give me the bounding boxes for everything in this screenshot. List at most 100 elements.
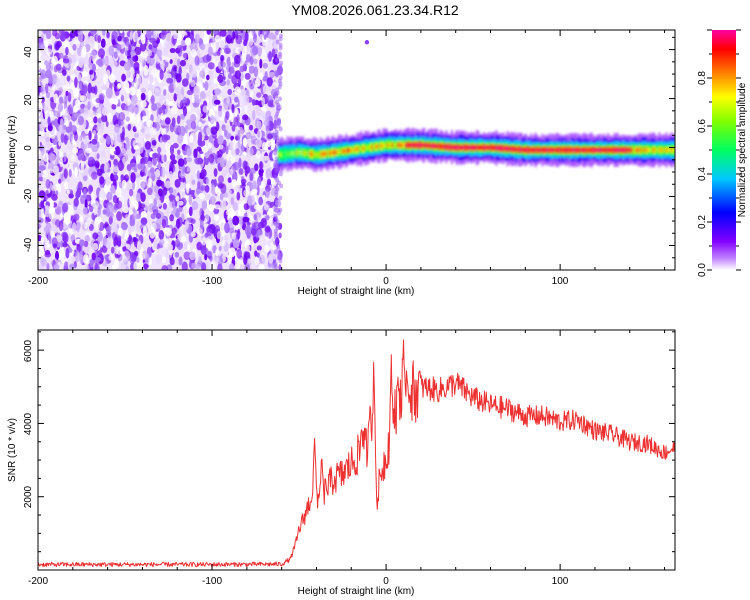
noise-speckle bbox=[270, 140, 276, 151]
spectrogram-panel: -200 -100 0 100 Height of straight line … bbox=[7, 29, 676, 297]
noise-speckle bbox=[128, 188, 134, 197]
noise-speckle bbox=[189, 251, 196, 261]
noise-speckle bbox=[200, 168, 207, 178]
signal-cell bbox=[467, 145, 470, 150]
signal-cell bbox=[349, 148, 352, 152]
noise-speckle bbox=[143, 263, 149, 270]
noise-speckle bbox=[116, 246, 122, 256]
noise-speckle bbox=[45, 178, 51, 189]
noise-speckle bbox=[256, 229, 263, 236]
noise-speckle bbox=[82, 207, 88, 215]
noise-speckle bbox=[249, 171, 254, 182]
noise-speckle bbox=[217, 135, 223, 145]
signal-cell bbox=[286, 152, 289, 156]
noise-speckle bbox=[152, 156, 157, 166]
noise-speckle bbox=[126, 243, 131, 250]
signal-cell bbox=[659, 148, 662, 152]
noise-speckle bbox=[74, 167, 78, 178]
noise-speckle bbox=[92, 232, 99, 240]
signal-cell bbox=[648, 148, 651, 152]
noise-speckle bbox=[144, 133, 150, 140]
signal-cell bbox=[315, 153, 318, 157]
noise-speckle bbox=[46, 263, 50, 270]
noise-speckle bbox=[266, 95, 273, 101]
signal-cell bbox=[434, 144, 437, 149]
signal-cell bbox=[602, 148, 605, 152]
noise-speckle bbox=[169, 144, 175, 155]
noise-speckle bbox=[174, 257, 179, 265]
noise-speckle bbox=[199, 70, 206, 78]
noise-speckle bbox=[226, 79, 230, 86]
noise-speckle bbox=[113, 166, 119, 173]
noise-speckle bbox=[94, 264, 100, 270]
noise-speckle bbox=[199, 219, 204, 230]
noise-speckle bbox=[103, 184, 109, 194]
noise-speckle bbox=[106, 230, 112, 237]
noise-speckle bbox=[142, 226, 148, 236]
signal-cell bbox=[329, 151, 332, 155]
signal-cell bbox=[304, 151, 307, 155]
noise-speckle bbox=[92, 129, 97, 135]
heatmap-area bbox=[38, 30, 675, 270]
noise-speckle bbox=[191, 200, 199, 211]
noise-speckle bbox=[49, 111, 54, 118]
noise-speckle bbox=[65, 46, 69, 56]
signal-cell bbox=[651, 148, 654, 152]
snr-xtick-label: 0 bbox=[383, 576, 389, 587]
noise-speckle bbox=[143, 65, 149, 76]
noise-speckle bbox=[158, 199, 162, 206]
noise-speckle bbox=[213, 168, 218, 177]
noise-speckle bbox=[161, 127, 167, 136]
heatmap-ytick-label: 0 bbox=[23, 145, 34, 151]
noise-speckle bbox=[256, 92, 262, 98]
noise-speckle bbox=[58, 52, 64, 59]
noise-speckle bbox=[126, 70, 131, 79]
signal-cell bbox=[307, 152, 310, 156]
signal-cell bbox=[573, 148, 576, 152]
noise-speckle bbox=[87, 55, 92, 64]
noise-speckle bbox=[60, 132, 65, 143]
noise-speckle bbox=[64, 261, 69, 267]
noise-speckle bbox=[51, 55, 58, 65]
noise-speckle bbox=[120, 174, 125, 180]
noise-speckle bbox=[142, 52, 149, 58]
signal-cell bbox=[513, 147, 516, 152]
noise-speckle bbox=[240, 264, 245, 270]
noise-speckle bbox=[48, 211, 54, 220]
noise-speckle bbox=[255, 106, 262, 117]
signal-cell bbox=[592, 148, 596, 152]
signal-cell bbox=[452, 145, 455, 150]
noise-speckle bbox=[65, 247, 70, 259]
noise-speckle bbox=[70, 125, 77, 133]
noise-speckle bbox=[52, 165, 60, 175]
noise-speckle bbox=[221, 61, 226, 68]
noise-speckle bbox=[76, 221, 81, 233]
noise-speckle bbox=[238, 168, 244, 175]
noise-speckle bbox=[133, 261, 137, 270]
noise-speckle bbox=[186, 148, 192, 157]
noise-speckle bbox=[209, 115, 215, 125]
noise-speckle bbox=[62, 69, 67, 76]
noise-speckle bbox=[63, 168, 68, 179]
noise-speckle bbox=[87, 82, 92, 94]
signal-cell bbox=[445, 145, 448, 149]
noise-speckle bbox=[65, 126, 72, 134]
noise-speckle bbox=[259, 161, 263, 171]
noise-speckle bbox=[188, 194, 192, 206]
noise-speckle bbox=[206, 30, 212, 35]
signal-cell bbox=[570, 148, 573, 152]
signal-cell bbox=[609, 148, 612, 152]
noise-speckle bbox=[183, 241, 188, 251]
signal-cell bbox=[542, 148, 545, 152]
noise-speckle bbox=[131, 94, 138, 105]
noise-speckle bbox=[136, 240, 142, 251]
noise-speckle bbox=[156, 49, 163, 58]
signal-cell bbox=[352, 147, 355, 152]
noise-speckle bbox=[53, 93, 59, 104]
signal-cell bbox=[423, 143, 426, 147]
noise-speckle bbox=[243, 203, 249, 211]
noise-speckle bbox=[120, 261, 125, 270]
noise-speckle bbox=[82, 45, 87, 55]
noise-speckle bbox=[147, 160, 153, 168]
noise-speckle bbox=[38, 165, 46, 171]
